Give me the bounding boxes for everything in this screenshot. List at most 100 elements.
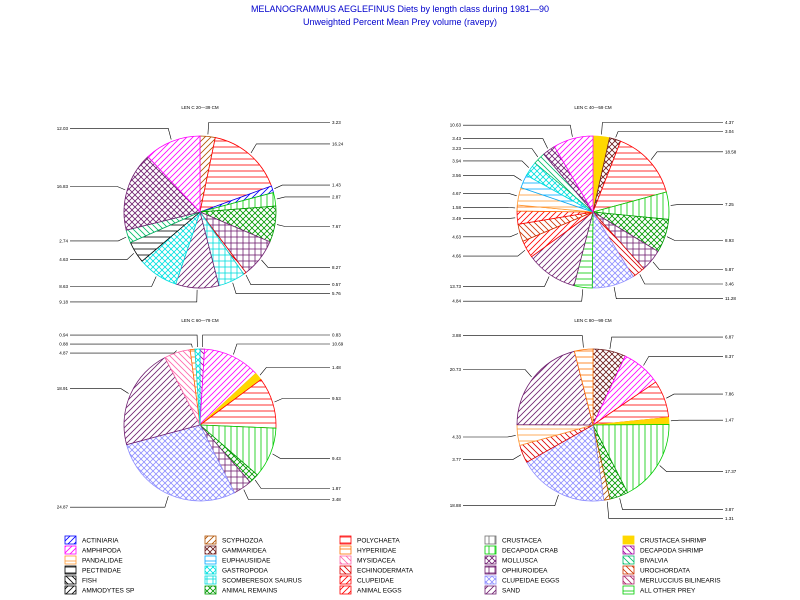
data-label: 3.77 — [452, 457, 461, 462]
data-label: 5.87 — [725, 267, 734, 272]
data-label: 9.43 — [332, 456, 341, 461]
leader-line — [70, 343, 193, 348]
legend-swatch — [64, 555, 77, 565]
pie-slice-amphipoda — [553, 135, 594, 214]
data-label: 3.94 — [452, 158, 461, 163]
data-label: 18.88 — [450, 503, 462, 508]
pie-chart-4: LEN C 80—99 CM 6.87 8.37 7.86 1.47 17.37 3.87 1… — [450, 318, 737, 521]
legend-swatch — [64, 575, 77, 585]
legend-label: DECAPODA SHRIMP — [640, 548, 703, 555]
leader-line — [70, 334, 198, 348]
legend-swatch — [622, 555, 635, 565]
legend-label: PECTINIDAE — [82, 568, 122, 575]
leader-line — [613, 287, 723, 300]
legend-item-all-other-prey: ALL OTHER PREY — [622, 585, 696, 595]
data-label: 4.67 — [452, 191, 461, 196]
leader-line — [245, 274, 330, 286]
data-label: 4.63 — [59, 257, 68, 262]
data-label: 1.58 — [452, 205, 461, 210]
data-label: 9.53 — [332, 396, 341, 401]
legend-label: AMPHIPODA — [82, 548, 122, 555]
data-label: 9.18 — [59, 299, 68, 304]
legend-label: MERLUCCIUS BILINEARIS — [640, 578, 721, 585]
leader-line — [670, 419, 723, 422]
leader-line — [615, 131, 723, 138]
leader-line — [650, 151, 723, 160]
pie-chart-2: LEN C 40—59 CM 4.37 3.04 18.58 7.25 8.93 5.87 3… — [450, 105, 737, 304]
pie-slice-clupeidae-eggs — [126, 424, 236, 502]
data-label: 10.69 — [332, 342, 344, 347]
data-label: 8.27 — [332, 265, 341, 270]
legend-item-echinodermata: ECHINODERMATA — [339, 565, 414, 575]
legend-item-ammodytes-sp: AMMODYTES SP — [64, 585, 134, 595]
legend-label: FISH — [82, 578, 97, 585]
legend-swatch — [339, 575, 352, 585]
leader-line — [250, 143, 330, 154]
legend-swatch — [484, 555, 497, 565]
legend-label: SAND — [502, 588, 520, 595]
legend-item-scyphozoa: SCYPHOZOA — [204, 535, 263, 545]
data-label: 7.67 — [332, 224, 341, 229]
legend-label: ALL OTHER PREY — [640, 588, 696, 595]
data-label: 12.03 — [57, 126, 69, 131]
leader-line — [276, 224, 330, 227]
legend-swatch — [484, 565, 497, 575]
pie-caption: LEN C 40—59 CM — [574, 105, 612, 110]
leader-line — [207, 122, 330, 135]
leader-line — [254, 479, 330, 489]
data-label: 6.87 — [725, 335, 734, 340]
leader-line — [259, 367, 330, 376]
data-label: 3.48 — [332, 497, 341, 502]
data-label: 0.57 — [332, 282, 341, 287]
legend-swatch — [622, 535, 635, 545]
legend-swatch — [622, 585, 635, 595]
legend-item-euphausiidae: EUPHAUSIIDAE — [204, 555, 271, 565]
legend-label: UROCHORDATA — [640, 568, 691, 575]
data-label: 0.83 — [332, 333, 341, 338]
legend-item-crustacea: CRUSTACEA — [484, 535, 542, 545]
pie-slice-amphipoda — [147, 135, 201, 214]
leader-line — [601, 122, 723, 135]
data-label: 8.63 — [59, 284, 68, 289]
data-label: 8.37 — [725, 354, 734, 359]
legend-label: SCYPHOZOA — [222, 538, 263, 545]
leader-line — [463, 289, 584, 302]
leader-line — [272, 453, 330, 459]
data-label: 0.94 — [59, 333, 68, 338]
data-label: 1.48 — [332, 365, 341, 370]
data-label: 3.23 — [332, 120, 341, 125]
legend-swatch — [204, 555, 217, 565]
pie-slice-clupeidae-eggs — [526, 424, 605, 502]
legend-swatch — [64, 585, 77, 595]
legend-swatch — [622, 565, 635, 575]
leader-line — [607, 501, 723, 519]
leader-line — [463, 435, 516, 438]
data-label: 3.56 — [452, 173, 461, 178]
leader-line — [619, 498, 723, 510]
chart-subtitle: Unweighted Percent Mean Prey volume (rav… — [303, 17, 497, 27]
leader-line — [652, 261, 723, 270]
legend-label: GASTROPODA — [222, 568, 269, 575]
data-label: 4.33 — [452, 434, 461, 439]
data-label: 18.58 — [725, 149, 737, 154]
leader-line — [274, 184, 330, 189]
legend-item-amphipoda: AMPHIPODA — [64, 545, 122, 555]
leader-line — [233, 343, 330, 355]
leader-line — [666, 393, 723, 399]
legend-item-sand: SAND — [484, 585, 520, 595]
legend-item-scomberesox-saurus: SCOMBERESOX SAURUS — [204, 575, 302, 585]
leader-line — [670, 204, 723, 206]
legend-label: HYPERIIDAE — [357, 548, 397, 555]
leader-line — [463, 233, 519, 238]
data-label: 10.63 — [450, 123, 462, 128]
legend-label: MYSIDACEA — [357, 558, 396, 565]
legend-label: POLYCHAETA — [357, 538, 400, 545]
leader-line — [666, 236, 723, 241]
data-label: 2.74 — [59, 238, 68, 243]
legend-label: BIVALVIA — [640, 558, 669, 565]
legend-swatch — [64, 535, 77, 545]
legend-item-gammaridea: GAMMARIDEA — [204, 545, 267, 555]
legend-label: CLUPEIDAE — [357, 578, 395, 585]
leader-line — [202, 334, 330, 348]
legend-item-polychaeta: POLYCHAETA — [339, 535, 400, 545]
